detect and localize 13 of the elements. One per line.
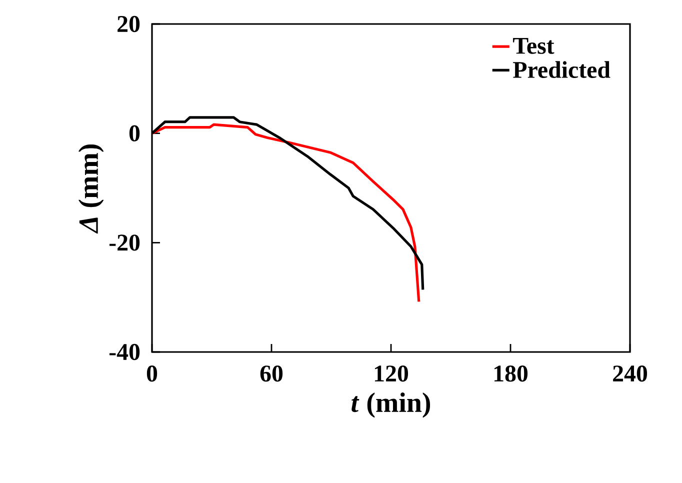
- legend-label: Test: [513, 38, 554, 54]
- y-tick-label: -20: [109, 234, 140, 251]
- x-tick-label: 0: [146, 366, 158, 382]
- y-tick-label: -40: [109, 344, 140, 360]
- y-axis-title: Δ (mm): [78, 144, 104, 234]
- x-axis-title: t (min): [352, 392, 430, 418]
- y-tick-label: 0: [129, 125, 140, 142]
- legend-label: Predicted: [513, 61, 610, 78]
- x-tick-label: 180: [494, 366, 528, 382]
- y-tick-label: 20: [118, 16, 140, 32]
- x-tick-label: 120: [374, 366, 408, 382]
- x-tick-label: 60: [260, 366, 283, 382]
- x-tick-label: 240: [613, 366, 648, 382]
